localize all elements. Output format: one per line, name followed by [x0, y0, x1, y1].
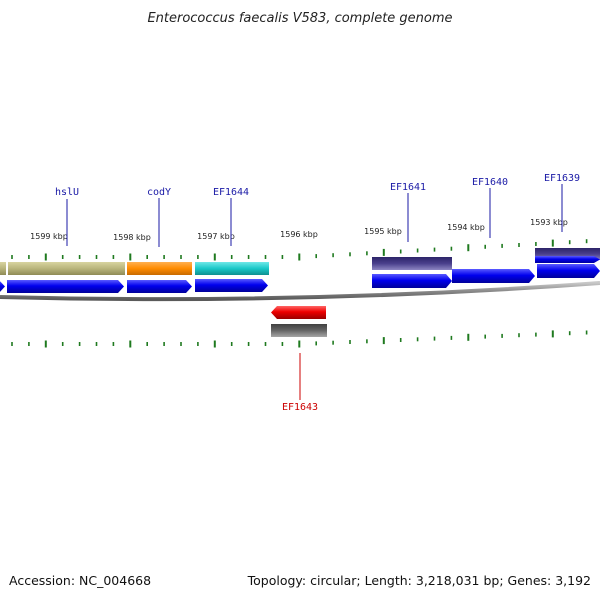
gene-arrow[interactable]: [271, 306, 326, 319]
ruler-label: 1599 kbp: [30, 232, 68, 241]
gene-arrow[interactable]: [535, 256, 600, 263]
ruler-label: 1596 kbp: [280, 230, 318, 239]
gene-arrow[interactable]: [452, 269, 535, 283]
genome-backbone: [0, 281, 600, 302]
ruler-label: 1594 kbp: [447, 223, 485, 232]
gene-arrow[interactable]: [195, 279, 268, 292]
gene-arrow[interactable]: [127, 280, 192, 293]
gene-arrow[interactable]: [0, 280, 5, 293]
feature-bar-slate: [372, 257, 452, 270]
feature-bar-cyan: [195, 262, 269, 275]
gene-label-ef1639[interactable]: EF1639: [544, 173, 580, 184]
feature-bar-khaki: [8, 262, 125, 275]
ruler-label: 1598 kbp: [113, 233, 151, 242]
map-title: Enterococcus faecalis V583, complete gen…: [147, 11, 452, 26]
feature-bar-gray: [271, 324, 327, 337]
feature-bar-orange: [127, 262, 192, 275]
ruler-label: 1597 kbp: [197, 232, 235, 241]
gene-arrow[interactable]: [7, 280, 124, 293]
ruler-label: 1593 kbp: [530, 218, 568, 227]
feature-bar-khaki: [0, 262, 6, 275]
gene-label-ef1643[interactable]: EF1643: [282, 402, 318, 413]
genome-summary-label: Topology: circular; Length: 3,218,031 bp…: [247, 573, 591, 588]
gene-label-ef1640[interactable]: EF1640: [472, 177, 508, 188]
ruler-label: 1595 kbp: [364, 227, 402, 236]
gene-arrow[interactable]: [372, 274, 452, 288]
gene-label-ef1644[interactable]: EF1644: [213, 187, 249, 198]
accession-label: Accession: NC_004668: [9, 573, 152, 588]
gene-label-cody[interactable]: codY: [147, 187, 171, 198]
gene-arrow[interactable]: [537, 264, 600, 278]
gene-label-hslu[interactable]: hslU: [55, 187, 79, 198]
gene-label-ef1641[interactable]: EF1641: [390, 182, 426, 193]
